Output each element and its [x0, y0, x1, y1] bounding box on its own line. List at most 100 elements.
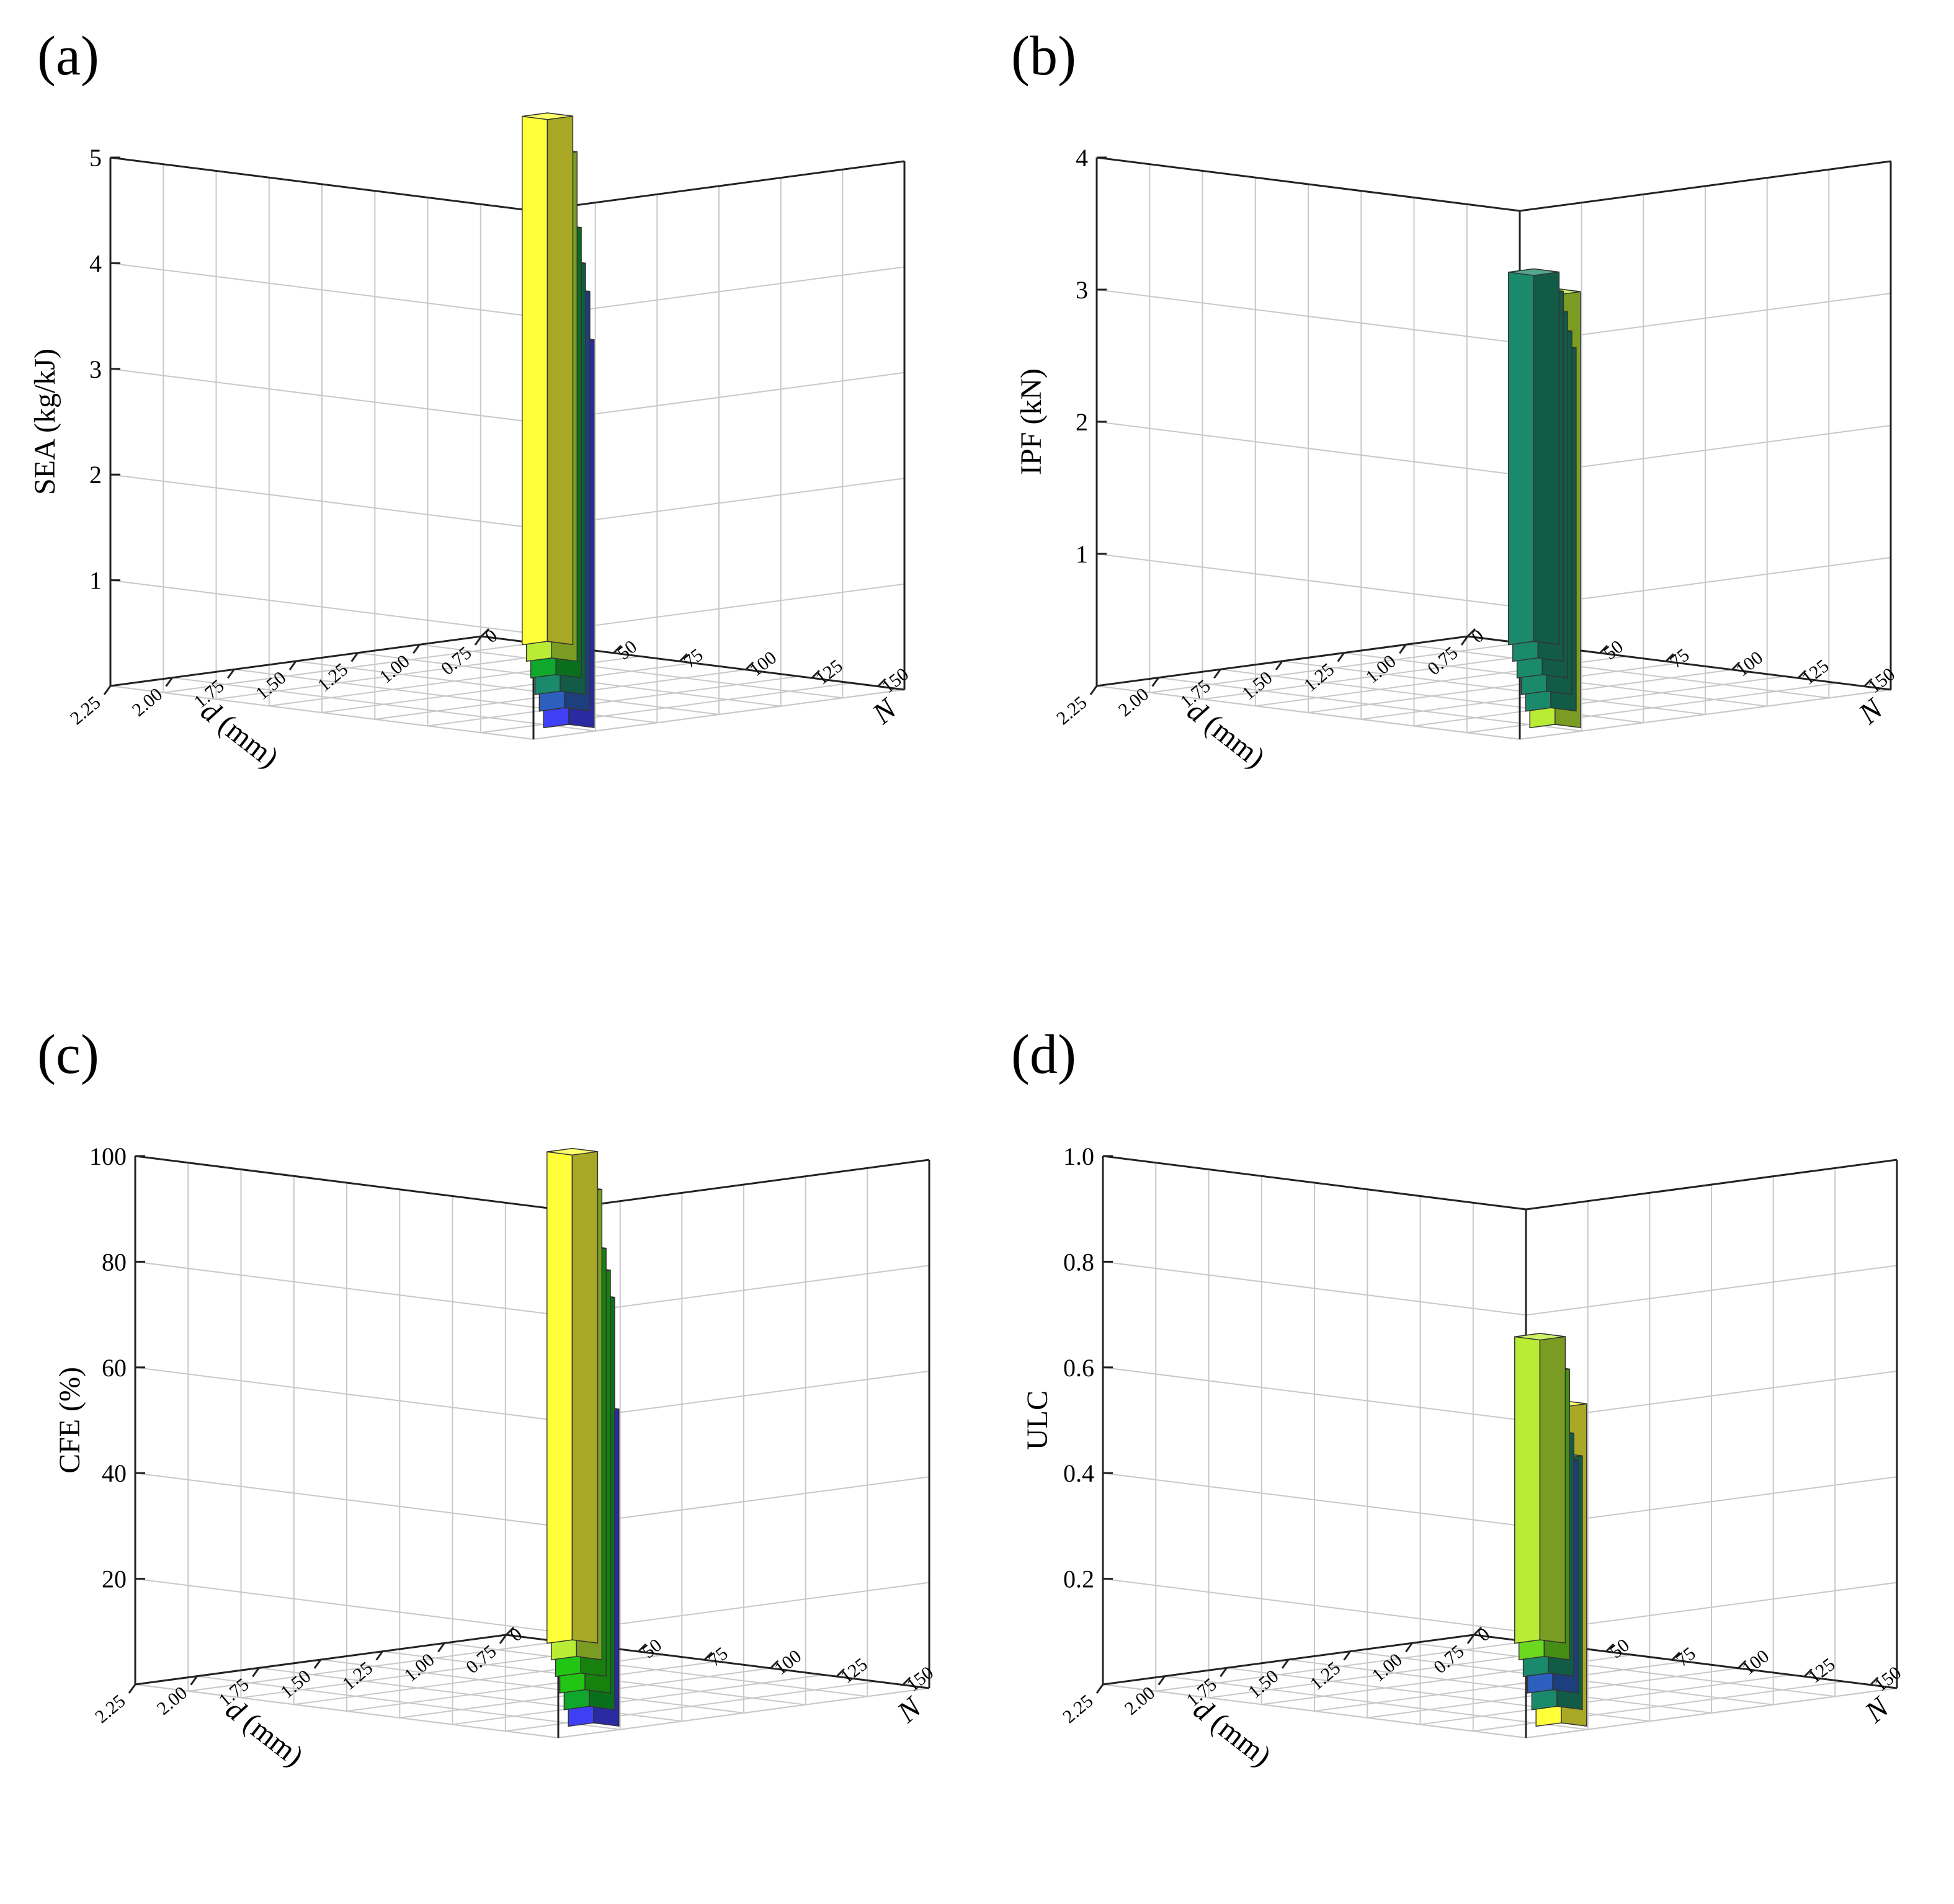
- n-tick-label: 75: [705, 1643, 732, 1670]
- z-tick-label: 1.0: [1063, 1142, 1094, 1170]
- panel-label: (d): [1011, 1024, 1076, 1085]
- n-gridline: [215, 171, 587, 700]
- n-gridline: [1155, 1162, 1527, 1692]
- n-gridline: [1413, 197, 1785, 727]
- n-tick-mark: [1466, 628, 1476, 638]
- n-gridline: [240, 1169, 612, 1699]
- panel-label: (c): [37, 1024, 99, 1085]
- n-gridline: [1367, 1189, 1739, 1719]
- grid-lines: [110, 157, 905, 741]
- n-gridline: [1308, 184, 1680, 714]
- d-tick-mark: [1337, 652, 1345, 662]
- d-tick-mark: [313, 1659, 322, 1669]
- panel-label: (b): [1011, 25, 1076, 87]
- n-tick-mark: [1797, 670, 1806, 679]
- n-gridline: [163, 164, 535, 693]
- grid-lines: [1096, 157, 1891, 741]
- n-tick-mark: [770, 1660, 779, 1669]
- z-gridline: [135, 1578, 930, 1633]
- bar-side-face: [1539, 1333, 1566, 1644]
- d-gridline: [320, 1185, 744, 1714]
- z-tick-label: 3: [89, 355, 102, 383]
- n-gridline: [1202, 171, 1574, 700]
- n-tick-label: 100: [746, 647, 780, 681]
- n-gridline: [1472, 1203, 1844, 1732]
- d-tick-mark: [252, 1667, 260, 1678]
- n-tick-mark: [1863, 678, 1873, 687]
- z-gridline: [1102, 1472, 1898, 1528]
- bar-front-face: [1514, 1333, 1541, 1644]
- z-gridline: [110, 474, 905, 529]
- z-gridline: [1102, 1578, 1898, 1633]
- n-gridline: [1149, 164, 1521, 693]
- d-gridline: [1412, 1168, 1836, 1697]
- z-tick-label: 80: [102, 1248, 127, 1276]
- z-tick-label: 100: [89, 1142, 127, 1170]
- d-tick-mark: [474, 636, 483, 646]
- n-tick-label: 75: [1672, 1643, 1700, 1670]
- bars: [1514, 1333, 1587, 1727]
- d-tick-mark: [128, 1684, 136, 1694]
- d-tick-mark: [1151, 677, 1159, 687]
- z-gridline: [135, 1155, 930, 1211]
- n-tick-mark: [1731, 661, 1741, 670]
- bar-side-face: [1533, 268, 1560, 646]
- n-gridline: [1314, 1183, 1686, 1712]
- z-tick-label: 0.8: [1063, 1248, 1094, 1276]
- axis-frame: [1102, 1155, 1898, 1738]
- bar-side-face: [546, 112, 574, 646]
- top-edge: [1102, 1155, 1898, 1211]
- z-gridline: [110, 157, 905, 212]
- z-tick-label: 5: [89, 144, 102, 172]
- n-gridline: [346, 1183, 718, 1712]
- z-tick-label: 0.2: [1063, 1565, 1094, 1593]
- top-edge: [135, 1155, 930, 1211]
- n-gridline: [187, 1162, 560, 1692]
- n-tick-mark: [1671, 1652, 1680, 1661]
- n-gridline: [399, 1189, 771, 1719]
- d-tick-mark: [350, 652, 359, 662]
- bar: [1514, 1333, 1566, 1644]
- grid-lines: [135, 1155, 930, 1739]
- grid-lines: [1102, 1155, 1898, 1739]
- z-tick-label: 2: [89, 461, 102, 489]
- z-axis-title: CFE (%): [53, 1367, 86, 1474]
- n-gridline: [427, 197, 799, 727]
- n-tick-mark: [1599, 644, 1608, 654]
- axis-frame: [134, 1155, 930, 1738]
- d-tick-mark: [413, 644, 421, 654]
- d-gridline: [295, 186, 720, 716]
- n-tick-mark: [1738, 1660, 1747, 1669]
- n-gridline: [1260, 1176, 1633, 1706]
- z-tick-label: 40: [102, 1459, 127, 1487]
- z-tick-label: 1: [1076, 540, 1088, 568]
- n-gridline: [1360, 190, 1733, 720]
- d-tick-mark: [499, 1634, 507, 1644]
- bar-front-face: [522, 112, 548, 646]
- n-tick-mark: [613, 644, 622, 654]
- bar: [546, 1147, 599, 1644]
- bar-side-face: [571, 1147, 599, 1644]
- d-tick-mark: [165, 677, 173, 687]
- z-tick-label: 2: [1076, 408, 1088, 436]
- n-tick-mark: [1605, 1643, 1615, 1652]
- z-axis-title: SEA (kg/kJ): [29, 349, 61, 495]
- z-tick-label: 0.4: [1063, 1459, 1094, 1487]
- d-tick-mark: [1158, 1675, 1166, 1686]
- n-tick-mark: [1870, 1676, 1879, 1686]
- d-tick-label: 2.25: [66, 692, 104, 729]
- top-edge: [1096, 156, 1891, 212]
- n-gridline: [480, 204, 852, 734]
- panel-label: (a): [37, 25, 99, 87]
- n-tick-mark: [1665, 653, 1674, 662]
- n-tick-mark: [1473, 1626, 1483, 1636]
- d-tick-mark: [1089, 685, 1098, 695]
- d-gridline: [419, 169, 844, 699]
- n-axis-title: N: [891, 1690, 929, 1730]
- n-gridline: [1208, 1169, 1580, 1699]
- top-edge: [110, 156, 905, 212]
- n-axis-title: N: [1852, 692, 1891, 731]
